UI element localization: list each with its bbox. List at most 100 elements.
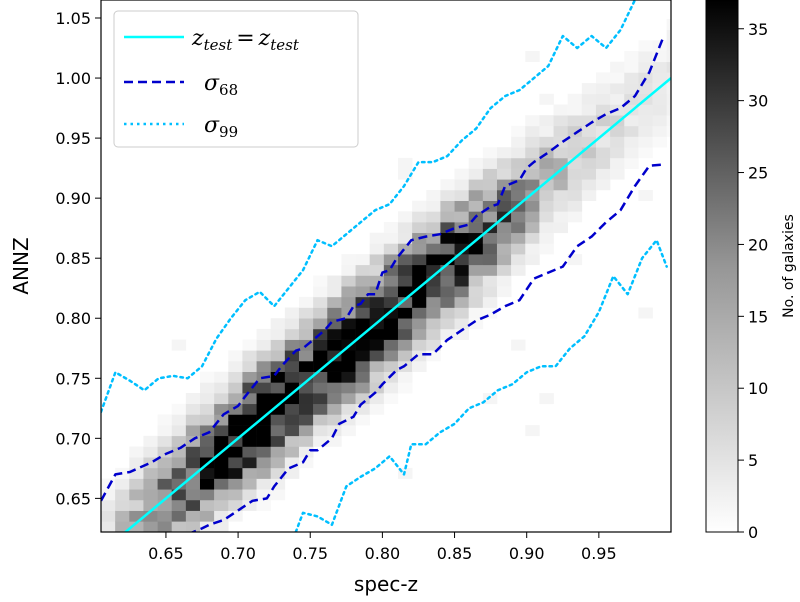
heatmap-cell [383,275,399,287]
heatmap-cell [426,328,441,340]
heatmap-cell [327,286,342,298]
heatmap-cell [383,264,399,276]
heatmap-cell [581,83,597,95]
heatmap-cell [242,478,257,490]
heatmap-cell [383,382,399,394]
colorbar-label: No. of galaxies [781,214,797,318]
heatmap-cell [270,457,286,469]
heatmap-cell [610,93,625,105]
heatmap-cell [101,499,116,511]
heatmap-cell [228,425,243,437]
heatmap-cell [581,189,597,201]
heatmap-cell [383,307,399,319]
heatmap-cell [454,232,469,244]
heatmap-cell [652,51,667,63]
heatmap-cell [525,425,540,437]
heatmap-cell [482,200,498,212]
heatmap-cell [355,371,370,383]
heatmap-cell [270,318,286,330]
heatmap-cell [143,478,158,490]
heatmap-cell [426,200,441,212]
heatmap-cell [157,467,173,479]
heatmap-cell [298,307,314,319]
heatmap-cell [327,414,342,426]
heatmap-cell [666,51,671,63]
heatmap-cell [638,40,653,52]
heatmap-cell [369,393,385,405]
heatmap-cell [341,328,356,340]
heatmap-cell [468,168,484,180]
heatmap-cell [468,318,484,330]
heatmap-cell [440,222,455,234]
legend-z2: z [258,26,271,51]
heatmap-cell [567,136,583,148]
heatmap-cell [270,350,286,362]
heatmap-cell [242,435,257,447]
heatmap-cell [383,222,399,234]
heatmap-cell [327,307,342,319]
heatmap-cell [228,393,243,405]
heatmap-cell [341,286,356,298]
heatmap-cell [454,189,469,201]
heatmap-cell [284,382,300,394]
heatmap-cell [171,446,187,458]
heatmap-cell [341,360,356,372]
heatmap-cell [270,393,286,405]
heatmap-cell [454,307,469,319]
heatmap-cell [482,243,498,255]
heatmap-cell [638,125,653,137]
heatmap-cell [397,254,413,266]
heatmap-cell [284,307,300,319]
x-tick-label: 0.65 [148,544,184,563]
heatmap-cell [327,328,342,340]
heatmap-cell [468,296,484,308]
heatmap-cell [214,457,229,469]
heatmap-cell [638,72,653,84]
heatmap-cell [242,339,257,351]
heatmap-cell [129,499,144,511]
heatmap-cell [383,254,399,266]
heatmap-cell [214,382,229,394]
heatmap-cell [610,83,625,95]
legend-sub2: test [270,36,300,54]
legend-z1: z [191,26,204,51]
heatmap-cell [496,147,512,159]
heatmap-cell [185,521,201,532]
heatmap-cell [313,296,328,308]
heatmap-cell [567,125,583,137]
heatmap-cell [426,296,441,308]
heatmap-cell [115,521,130,532]
heatmap-cell [115,510,130,522]
heatmap-cell [256,403,271,415]
heatmap-cell [327,403,342,415]
heatmap-cell [298,371,314,383]
heatmap-cell [525,254,540,266]
heatmap-cell [454,286,469,298]
heatmap-cell [440,189,455,201]
heatmap-cell [341,296,356,308]
heatmap-cell [270,489,286,501]
heatmap-cell [129,467,144,479]
legend-sub1: test [204,36,234,54]
heatmap-cell [539,125,554,137]
heatmap-cell [454,318,469,330]
heatmap-cell [539,222,554,234]
heatmap-cell [426,350,441,362]
heatmap-cell [242,350,257,362]
heatmap-cell [525,211,540,223]
heatmap-cell [581,168,597,180]
heatmap-cell [185,467,201,479]
heatmap-cell [397,307,413,319]
heatmap-cell [270,425,286,437]
heatmap-cell [666,115,671,127]
heatmap-cell [355,360,370,372]
heatmap-cell [143,489,158,501]
heatmap-cell [553,125,568,137]
heatmap-cell [412,243,427,255]
heatmap-cell [581,115,597,127]
heatmap-cell [383,360,399,372]
heatmap-cell [652,136,667,148]
heatmap-cell [369,360,385,372]
heatmap-cell [228,478,243,490]
heatmap-cell [298,328,314,340]
